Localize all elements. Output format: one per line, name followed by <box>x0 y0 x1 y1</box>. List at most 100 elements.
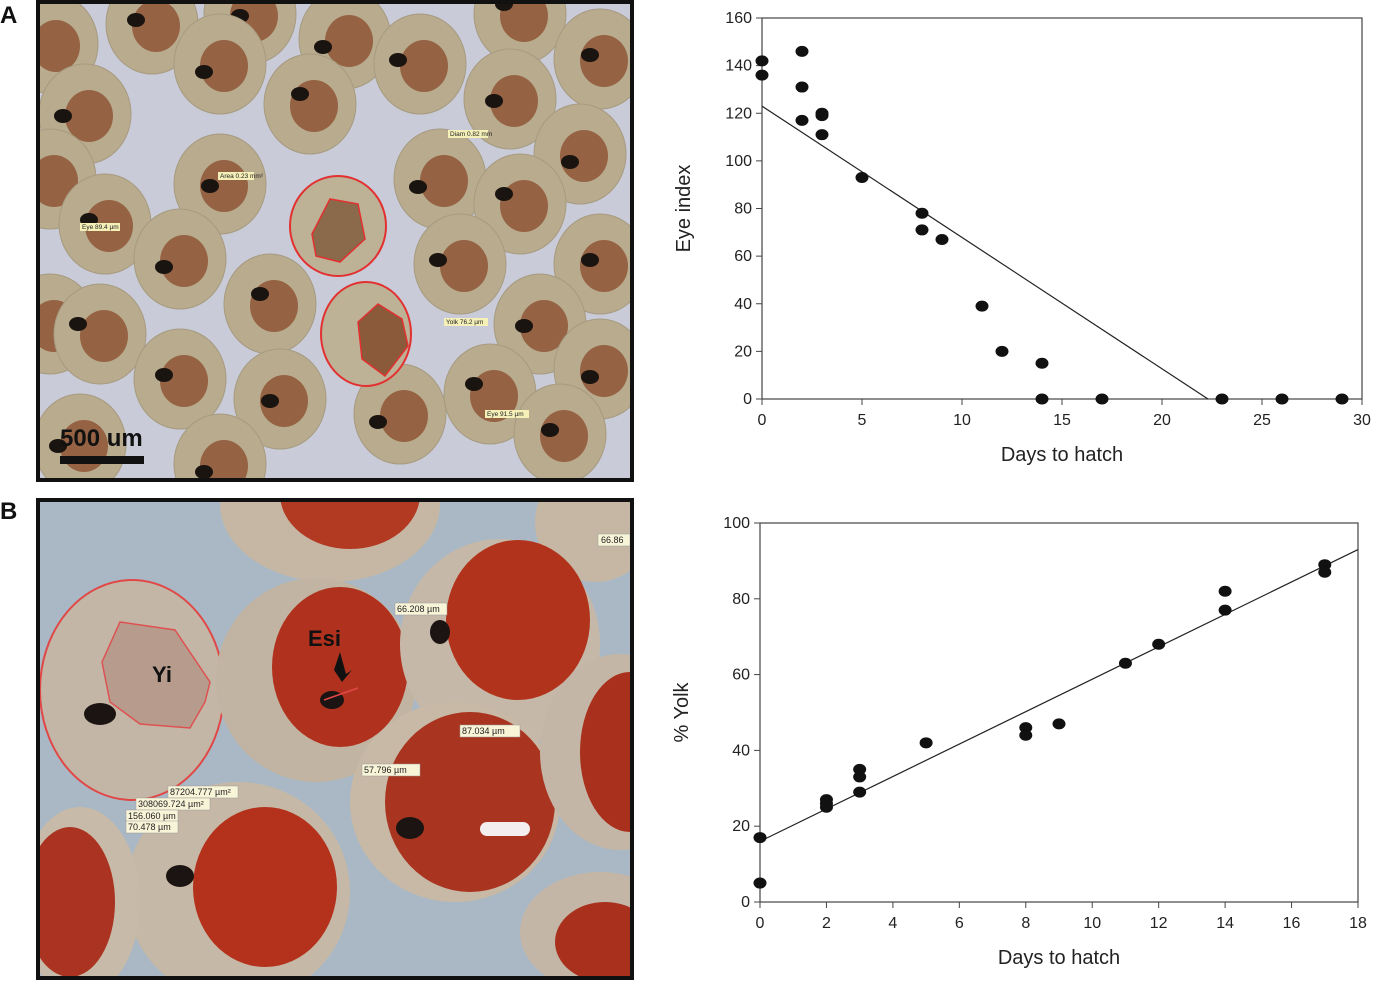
x-tick-label: 20 <box>1153 412 1171 429</box>
y-tick-label: 100 <box>725 153 752 170</box>
measure-label-a-1: Area 0.23 mm² <box>220 173 264 180</box>
y-tick-label: 60 <box>734 248 752 265</box>
egg-eye <box>429 253 447 267</box>
egg-eye <box>465 377 483 391</box>
x-tick-label: 16 <box>1283 915 1301 932</box>
data-point <box>815 129 829 141</box>
chart-b-trendline <box>759 548 1359 842</box>
y-tick-label: 80 <box>732 591 750 608</box>
egg-yolk <box>580 345 628 397</box>
egg-eye <box>201 179 219 193</box>
y-tick-label: 40 <box>734 296 752 313</box>
data-point <box>915 224 929 236</box>
egg-eye <box>389 53 407 67</box>
x-tick-label: 30 <box>1353 412 1371 429</box>
yolk-percent-chart: 0 20 40 60 80 100 0 2 4 6 8 10 12 14 16 18 Days to hat… <box>671 515 1367 969</box>
egg-yolk <box>65 90 113 142</box>
y-tick-label: 0 <box>741 894 750 911</box>
egg-eye <box>314 40 332 54</box>
egg-eye <box>127 13 145 27</box>
data-point <box>815 110 829 122</box>
x-tick-label: 10 <box>1083 915 1101 932</box>
chart-a-y-axis-title: Eye index <box>673 165 695 253</box>
measure-label-a-4: Yolk 76.2 µm <box>446 319 483 326</box>
measure-label-b-1: 66.208 µm <box>397 604 440 614</box>
data-point <box>853 786 867 798</box>
egg-yolk <box>560 130 608 182</box>
egg-eye <box>581 370 599 384</box>
x-tick-label: 4 <box>888 915 897 932</box>
label-esi: Esi <box>308 626 341 651</box>
egg-eye <box>495 187 513 201</box>
eye-index-chart: 0 20 40 60 80 100 120 140 160 0 5 10 15 20 25 30 Days … <box>673 10 1371 466</box>
egg-eye <box>69 317 87 331</box>
egg-eye <box>261 394 279 408</box>
panel-label-a: A <box>0 2 18 29</box>
label-yi: Yi <box>152 662 172 687</box>
egg-yolk <box>260 375 308 427</box>
egg-yolk <box>580 35 628 87</box>
chart-b-x-axis-title: Days to hatch <box>998 947 1120 969</box>
egg-yolk <box>380 390 428 442</box>
egg-yolk <box>160 235 208 287</box>
chart-a-frame <box>761 17 1363 400</box>
egg-yolk <box>400 40 448 92</box>
data-point <box>1218 604 1232 616</box>
data-point <box>995 345 1009 357</box>
data-point <box>853 771 867 783</box>
data-point <box>1095 393 1109 405</box>
x-tick-label: 12 <box>1150 915 1168 932</box>
micrograph-b: Yi Esi 66.208 µm 87.034 µ <box>36 498 634 980</box>
x-tick-label: 25 <box>1253 412 1271 429</box>
micrograph-a-image: 500 um Area 0.23 mm² Diam 0.82 mm Eye 89… <box>40 4 630 478</box>
egg-yolk <box>490 75 538 127</box>
y-tick-label: 100 <box>723 515 750 532</box>
egg-yolk <box>40 20 80 72</box>
data-point <box>853 763 867 775</box>
measure-label-a-5: Eye 91.5 µm <box>487 411 524 418</box>
x-tick-label: 2 <box>822 915 831 932</box>
x-tick-label: 10 <box>953 412 971 429</box>
egg-yolk <box>500 4 548 42</box>
measure-label-b-6: 156.060 µm <box>128 811 176 821</box>
data-point <box>915 207 929 219</box>
data-point <box>755 55 769 67</box>
scale-bar-label: 500 um <box>60 425 143 452</box>
egg-yolk <box>325 15 373 67</box>
x-tick-label: 6 <box>955 915 964 932</box>
egg-eye <box>515 319 533 333</box>
y-tick-label: 160 <box>725 10 752 27</box>
x-tick-label: 15 <box>1053 412 1071 429</box>
x-tick-label: 8 <box>1021 915 1030 932</box>
y-tick-label: 0 <box>743 391 752 408</box>
egg-yolk <box>200 40 248 92</box>
egg-eye <box>195 465 213 478</box>
data-point <box>935 233 949 245</box>
measure-label-a-2: Diam 0.82 mm <box>450 131 492 138</box>
egg-eye <box>291 87 309 101</box>
egg-yolk <box>440 240 488 292</box>
data-point <box>1318 559 1332 571</box>
egg-eye <box>541 423 559 437</box>
measure-label-b-3: 57.796 µm <box>364 765 407 775</box>
data-point <box>1152 638 1166 650</box>
data-point <box>795 81 809 93</box>
measure-label-b-2: 87.034 µm <box>462 726 505 736</box>
egg-eye <box>485 94 503 108</box>
micrograph-a: 500 um Area 0.23 mm² Diam 0.82 mm Eye 89… <box>36 0 634 482</box>
measure-label-b-4: 87204.777 µm² <box>170 787 231 797</box>
egg-eye <box>54 109 72 123</box>
measure-label-a-3: Eye 89.4 µm <box>82 224 119 231</box>
x-tick-label: 0 <box>758 412 767 429</box>
egg-yolk <box>540 410 588 462</box>
egg-eye <box>561 155 579 169</box>
panel-label-b: B <box>0 498 18 525</box>
data-point <box>1019 722 1033 734</box>
data-point <box>1218 585 1232 597</box>
measure-label-b-8: 66.86 <box>601 535 624 545</box>
y-tick-label: 40 <box>732 742 750 759</box>
x-tick-label: 0 <box>756 915 765 932</box>
measure-label-b-7: 70.478 µm <box>128 822 171 832</box>
data-point <box>1335 393 1349 405</box>
x-tick-label: 5 <box>858 412 867 429</box>
